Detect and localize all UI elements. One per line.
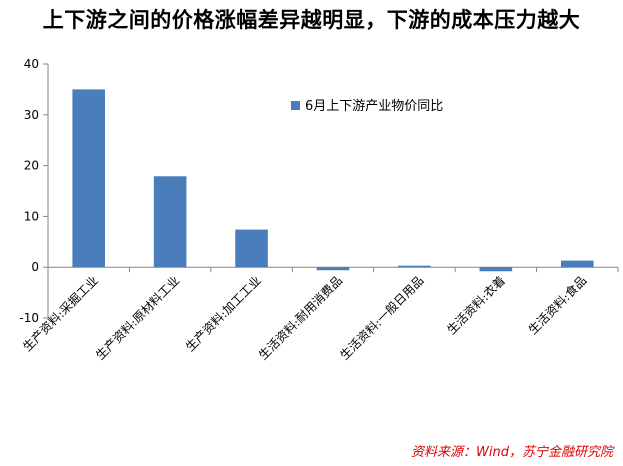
- legend: 6月上下游产业物价同比: [291, 99, 443, 114]
- y-tick-label: 0: [31, 260, 39, 274]
- bar: [479, 267, 513, 272]
- y-ticks: -10 0 10 20 30 40: [19, 57, 48, 325]
- category-label: 生活资料:食品: [525, 273, 589, 337]
- source-note: 资料来源：Wind，苏宁金融研究院: [411, 445, 613, 460]
- chart-title: 上下游之间的价格涨幅差异越明显，下游的成本压力越大: [42, 8, 581, 32]
- category-label: 生活资料:耐用消费品: [256, 273, 345, 362]
- bar: [72, 89, 105, 268]
- y-tick-label: -10: [19, 311, 39, 325]
- y-tick-label: 20: [24, 159, 39, 173]
- y-tick-label: 10: [24, 209, 39, 223]
- bar: [316, 267, 350, 271]
- legend-label: 6月上下游产业物价同比: [305, 99, 443, 114]
- bar: [398, 265, 431, 268]
- category-label: 生产资料:加工工业: [183, 273, 264, 354]
- bar: [235, 229, 268, 268]
- category-label: 生活资料:一般日用品: [337, 273, 427, 363]
- category-label: 生活资料:衣着: [444, 273, 508, 337]
- bar: [561, 260, 594, 268]
- legend-swatch: [291, 101, 300, 110]
- y-tick-label: 30: [24, 108, 39, 122]
- bar: [153, 176, 187, 268]
- category-label: 生产资料:原材料工业: [93, 273, 182, 362]
- bars: [47, 89, 619, 273]
- y-tick-label: 40: [24, 57, 39, 71]
